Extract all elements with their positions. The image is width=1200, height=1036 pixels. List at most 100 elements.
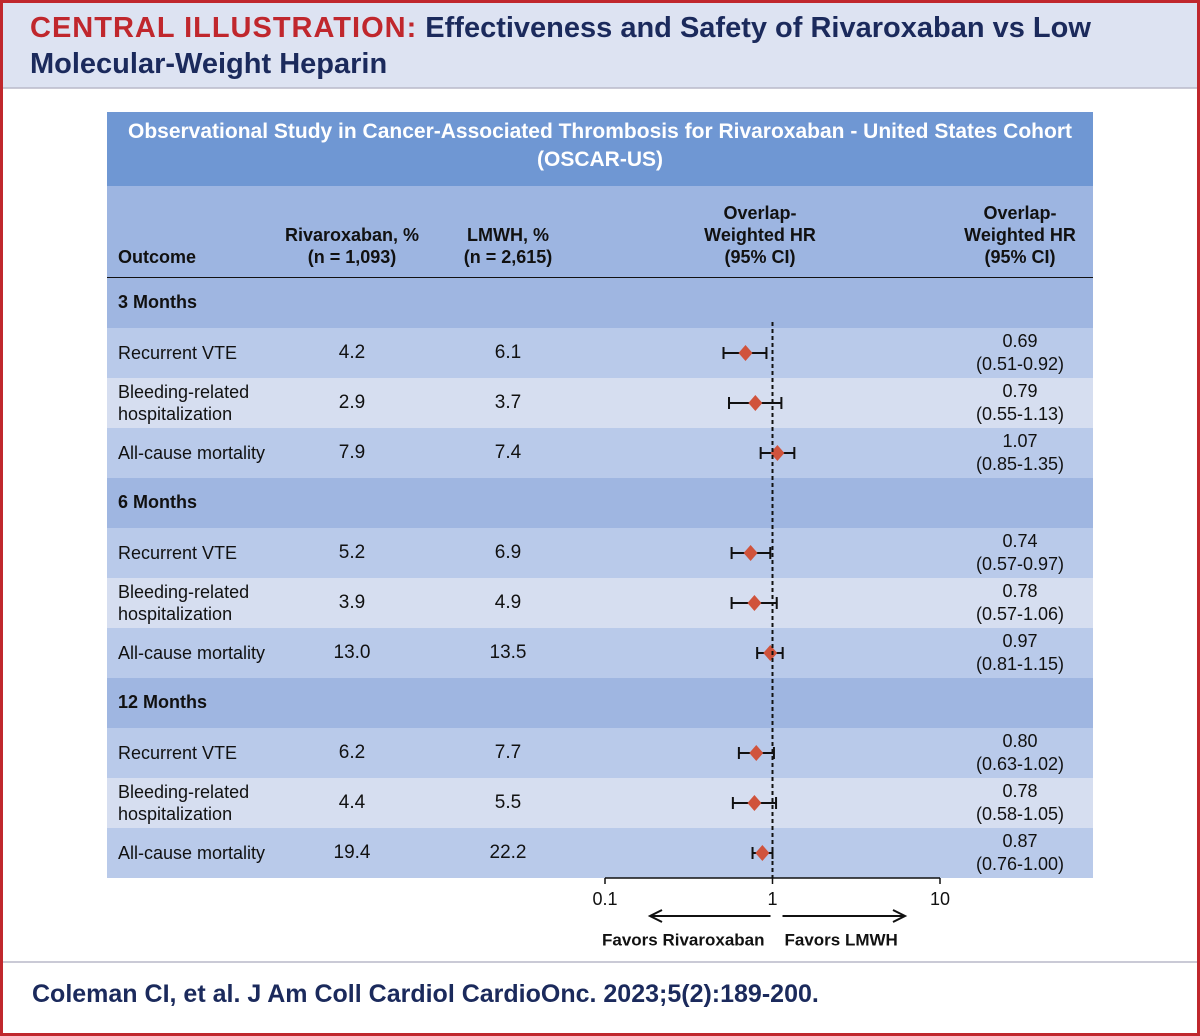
row-band <box>107 328 1093 378</box>
ci-label: (0.57-0.97) <box>976 554 1064 574</box>
rivaroxaban-value: 19.4 <box>334 842 371 863</box>
hr-label: 0.69 <box>1002 331 1037 351</box>
row-band <box>107 828 1093 878</box>
arrow-left <box>647 909 771 923</box>
row-band <box>107 428 1093 478</box>
column-header: Overlap- <box>723 203 796 223</box>
outcome-label: Recurrent VTE <box>118 543 238 563</box>
hr-point <box>770 445 785 461</box>
header-title: CENTRAL ILLUSTRATION: Effectiveness and … <box>30 10 1180 82</box>
outcome-label: Recurrent VTE <box>118 743 238 763</box>
hr-label: 0.97 <box>1002 631 1037 651</box>
rivaroxaban-value: 7.9 <box>339 442 365 463</box>
hr-point <box>747 595 762 611</box>
rivaroxaban-value: 4.4 <box>339 792 366 813</box>
ci-label: (0.81-1.15) <box>976 654 1064 674</box>
row-band <box>107 578 1093 628</box>
group-label: 12 Months <box>118 692 207 712</box>
rivaroxaban-value: 3.9 <box>339 592 365 613</box>
ci-label: (0.51-0.92) <box>976 354 1064 374</box>
outcome-label: All-cause mortality <box>118 843 266 863</box>
column-header: Rivaroxaban, % <box>285 225 419 245</box>
annotation: Favors Rivaroxaban <box>602 930 765 949</box>
hr-label: 0.87 <box>1002 831 1037 851</box>
lmwh-value: 7.7 <box>495 742 521 763</box>
hr-label: 0.78 <box>1002 581 1037 601</box>
column-header: (n = 1,093) <box>308 247 397 267</box>
hr-label: 0.80 <box>1002 731 1037 751</box>
hr-label: 0.74 <box>1002 531 1037 551</box>
column-header: Outcome <box>118 247 196 267</box>
hr-label: 1.07 <box>1002 431 1037 451</box>
lmwh-value: 22.2 <box>490 842 527 863</box>
hr-label: 0.79 <box>1002 381 1037 401</box>
lmwh-value: 6.9 <box>495 542 521 563</box>
lmwh-value: 5.5 <box>495 792 521 813</box>
row-band <box>107 628 1093 678</box>
column-header: Weighted HR <box>704 225 816 245</box>
group-band <box>107 678 1093 728</box>
hr-label: 0.78 <box>1002 781 1037 801</box>
lmwh-value: 3.7 <box>495 392 521 413</box>
column-header-band <box>107 186 1093 278</box>
x-tick-label: 1 <box>767 889 777 909</box>
bands <box>107 278 1093 878</box>
header-text: Effectiveness and Safety of Rivaroxaban … <box>30 12 1091 80</box>
header-band <box>0 0 1200 88</box>
outcome-label: Bleeding-related hospitalization <box>118 782 250 824</box>
outcome-label: All-cause mortality <box>118 643 266 663</box>
table-title: Observational Study in Cancer-Associated… <box>127 120 1072 171</box>
column-header: Overlap- <box>983 203 1056 223</box>
ci-label: (0.85-1.35) <box>976 454 1064 474</box>
column-header: (95% CI) <box>724 247 795 267</box>
x-tick-label: 10 <box>930 889 950 909</box>
hr-point <box>743 545 758 561</box>
row-band <box>107 778 1093 828</box>
ci-label: (0.63-1.02) <box>976 754 1064 774</box>
lmwh-value: 13.5 <box>490 642 527 663</box>
column-header: Weighted HR <box>964 225 1076 245</box>
rows <box>107 278 1093 878</box>
rivaroxaban-value: 13.0 <box>334 642 371 663</box>
title-band <box>107 112 1093 186</box>
rivaroxaban-value: 5.2 <box>339 542 365 563</box>
arrow-right <box>782 909 908 923</box>
citation: Coleman CI, et al. J Am Coll Cardiol Car… <box>32 980 819 1008</box>
lmwh-value: 7.4 <box>495 442 522 463</box>
rivaroxaban-value: 4.2 <box>339 342 365 363</box>
outcome-label: Bleeding-related hospitalization <box>118 582 250 624</box>
annotation: Favors LMWH <box>785 930 898 949</box>
hr-point <box>755 845 770 861</box>
hr-point <box>749 745 764 761</box>
group-band <box>107 478 1093 528</box>
outcome-label: Bleeding-related hospitalization <box>118 382 250 424</box>
lmwh-value: 6.1 <box>495 342 521 363</box>
ci-label: (0.76-1.00) <box>976 854 1064 874</box>
column-header: (n = 2,615) <box>464 247 553 267</box>
column-header: (95% CI) <box>984 247 1055 267</box>
rivaroxaban-value: 2.9 <box>339 392 365 413</box>
hr-point <box>738 345 753 361</box>
outcome-label: All-cause mortality <box>118 443 266 463</box>
ci-label: (0.58-1.05) <box>976 804 1064 824</box>
x-tick-label: 0.1 <box>592 889 617 909</box>
hr-point <box>747 795 762 811</box>
lmwh-value: 4.9 <box>495 592 521 613</box>
outcome-label: Recurrent VTE <box>118 343 238 363</box>
column-header: LMWH, % <box>467 225 549 245</box>
row-band <box>107 378 1093 428</box>
hr-point <box>763 645 778 661</box>
row-band <box>107 528 1093 578</box>
ci-label: (0.57-1.06) <box>976 604 1064 624</box>
group-label: 6 Months <box>118 492 197 512</box>
ci-label: (0.55-1.13) <box>976 404 1064 424</box>
header-label: CENTRAL ILLUSTRATION: <box>30 12 418 44</box>
rivaroxaban-value: 6.2 <box>339 742 365 763</box>
row-band <box>107 728 1093 778</box>
group-label: 3 Months <box>118 292 197 312</box>
hr-point <box>748 395 763 411</box>
group-band <box>107 278 1093 328</box>
